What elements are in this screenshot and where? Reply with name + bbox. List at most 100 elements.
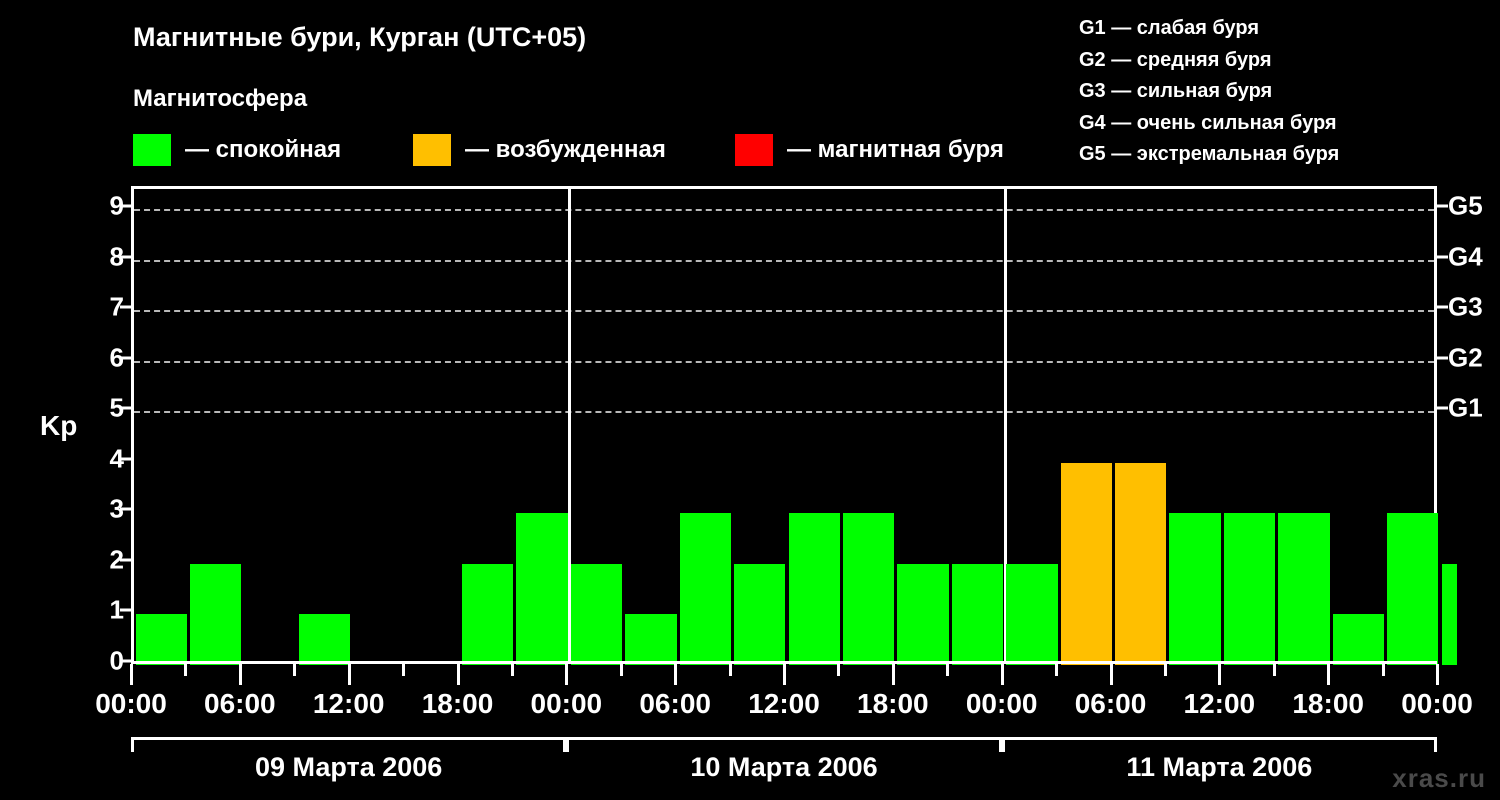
x-tick-63h: [1272, 664, 1276, 676]
g-scale-code: G5: [1079, 143, 1106, 165]
x-tick-42h: [891, 664, 895, 685]
y-tick-label-6: 6: [109, 342, 124, 373]
bar-kp: [570, 563, 623, 665]
right-axis-ticks: [1437, 186, 1449, 663]
bar-kp: [951, 563, 1004, 665]
bar-kp: [1006, 563, 1058, 665]
y-tick-3: [120, 507, 131, 511]
x-tick-60h: [1218, 664, 1222, 685]
legend-swatch-calm: [133, 134, 171, 166]
day-label-1: 09 Марта 2006: [255, 752, 443, 782]
right-axis-label-g5: G5: [1448, 190, 1483, 221]
y-tick-label-9: 9: [109, 190, 124, 221]
x-tick-label-8: 00:00: [965, 688, 1038, 719]
bar-kp: [625, 614, 677, 665]
legend-item-storm: — магнитная буря: [735, 133, 1004, 167]
legend-label-active: — возбужденная: [465, 136, 666, 163]
gridline-kp-7: [134, 310, 1434, 313]
y-axis-title: Kp: [40, 410, 78, 441]
g-scale-code: G2: [1079, 48, 1106, 71]
x-tick-69h: [1381, 664, 1385, 676]
x-axis-labels: 00:00 06:00 12:00 18:00 00:00 06:00 12:00 18:00…: [0, 688, 1500, 724]
x-tick-9h: [293, 664, 297, 676]
right-axis-tick-8: [1437, 255, 1448, 259]
legend-label-storm: — магнитная буря: [787, 136, 1004, 163]
day-label-2: 10 Марта 2006: [690, 752, 878, 782]
day-label-3: 11 Марта 2006: [1126, 752, 1313, 782]
legend-swatch-storm: [735, 134, 773, 166]
g-scale-line-g4: G4 — очень сильная буря: [1079, 108, 1499, 140]
g-scale-legend: G1 — слабая буря G2 — средняя буря G3 — си…: [1079, 13, 1499, 171]
x-tick-label-1: 06:00: [204, 688, 276, 719]
bar-kp: [1387, 513, 1439, 665]
x-tick-57h: [1163, 664, 1167, 676]
x-axis-line: [131, 661, 1437, 664]
legend-item-calm: — спокойная: [133, 133, 341, 167]
bar-kp: [298, 614, 351, 665]
g-scale-line-g5: G5 — экстремальная буря: [1079, 139, 1499, 171]
bar-kp: [1278, 513, 1330, 665]
y-tick-2: [120, 558, 131, 562]
right-axis-label-g3: G3: [1448, 291, 1483, 322]
bar-kp: [1060, 462, 1112, 665]
bar-kp: [1441, 563, 1457, 665]
x-tick-54h: [1109, 664, 1113, 685]
x-tick-label-2: 12:00: [312, 688, 385, 719]
legend-label-calm: — спокойная: [185, 136, 342, 163]
y-tick-0: [120, 659, 131, 663]
legend-swatch-active: [413, 134, 451, 166]
x-tick-12h: [347, 664, 351, 685]
watermark: xras.ru: [1392, 763, 1486, 793]
bar-kp: [1169, 513, 1221, 665]
day-bracket-3: [1001, 737, 1437, 752]
y-axis-labels: 0 1 2 3 4 5 6 7 8 9: [80, 186, 124, 676]
bar-kp: [189, 563, 242, 665]
day-bracket-2: [566, 737, 1002, 752]
x-tick-label-7: 18:00: [857, 688, 929, 719]
bar-kp: [135, 614, 187, 665]
x-tick-24h: [565, 664, 569, 685]
g-scale-line-g2: G2 — средняя буря: [1079, 45, 1499, 77]
day-labels: 09 Марта 2006 10 Марта 2006 11 Марта 2006: [0, 752, 1500, 792]
y-axis-ticks: [120, 186, 132, 663]
day-bracket-1: [131, 737, 567, 752]
g-scale-code: G3: [1079, 80, 1106, 102]
day-brackets: [0, 737, 1500, 755]
g-scale-line-g3: G3 — сильная буря: [1079, 76, 1499, 108]
y-tick-label-4: 4: [109, 443, 124, 474]
right-axis-tick-9: [1437, 204, 1448, 208]
g-scale-text: — экстремальная буря: [1105, 143, 1340, 165]
y-tick-8: [120, 255, 131, 259]
gridline-kp-8: [134, 259, 1434, 262]
x-tick-66h: [1327, 664, 1331, 685]
y-tick-1: [120, 608, 131, 612]
x-tick-72h: [1436, 664, 1439, 685]
right-axis-labels: G1 G2 G3 G4 G5: [1448, 186, 1500, 663]
plot-area: [131, 186, 1457, 665]
bar-kp: [462, 563, 514, 665]
x-tick-36h: [783, 664, 786, 685]
y-tick-label-5: 5: [109, 392, 124, 423]
magnetosphere-heading: Магнитосфера: [133, 85, 308, 112]
right-axis-tick-6: [1437, 356, 1448, 360]
gridline-kp-5: [134, 411, 1434, 414]
x-tick-18h: [456, 664, 460, 685]
x-tick-39h: [837, 664, 841, 676]
bar-kp: [1223, 513, 1276, 665]
bar-kp: [842, 513, 895, 665]
bar-kp: [1115, 462, 1167, 665]
legend-item-active: — возбужденная: [413, 133, 666, 167]
day-separator-2: [1003, 189, 1007, 663]
x-tick-label-11: 18:00: [1292, 688, 1364, 719]
x-tick-48h: [1000, 664, 1004, 685]
gridline-kp-9: [134, 209, 1434, 212]
x-tick-15h: [402, 664, 406, 676]
day-separator-1: [568, 189, 572, 663]
g-scale-text: — слабая буря: [1105, 17, 1260, 39]
g-scale-code: G4: [1079, 111, 1106, 134]
g-scale-text: — средняя буря: [1105, 48, 1272, 71]
g-scale-line-g1: G1 — слабая буря: [1079, 13, 1499, 45]
y-tick-4: [120, 457, 131, 461]
right-axis-label-g1: G1: [1448, 392, 1483, 423]
